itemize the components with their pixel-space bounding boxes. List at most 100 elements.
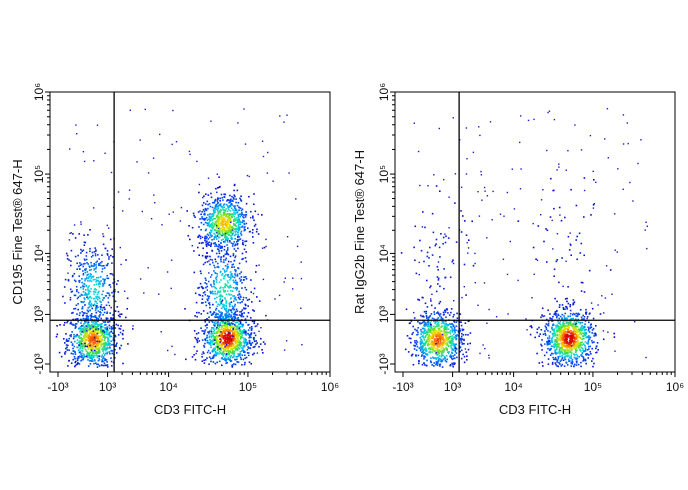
event-dot [99,281,101,283]
event-dot [253,322,255,325]
event-dot [428,328,430,331]
event-dot [93,263,96,266]
event-dot [121,332,124,335]
event-dot [423,316,425,318]
event-dot [230,215,233,217]
event-dot [569,337,572,340]
event-dot [261,214,263,216]
event-dot [439,315,441,317]
event-dot [429,351,431,354]
event-dot [228,215,230,218]
event-dot [95,326,97,328]
event-dot [217,256,220,258]
event-dot [227,338,230,341]
event-dot [76,262,78,265]
event-dot [191,226,194,229]
event-dot [230,301,233,303]
event-dot [214,350,217,353]
event-dot [240,310,243,313]
event-dot [112,327,115,329]
event-dot [97,298,99,301]
event-dot [120,344,123,347]
event-dot [216,361,218,364]
event-dot [424,343,427,345]
event-dot [236,321,239,323]
event-dot [446,331,448,333]
event-dot [89,332,91,334]
event-dot [555,327,557,329]
event-dot [206,295,209,297]
event-dot [230,360,233,362]
event-dot [244,337,246,340]
event-dot [227,315,229,317]
event-dot [227,320,229,323]
event-dot [225,344,228,346]
event-dot [575,315,577,317]
event-dot [439,313,442,315]
event-dot [85,350,88,353]
event-dot [564,351,567,353]
event-dot [253,352,255,355]
event-dot [89,275,91,278]
event-dot [423,310,426,313]
event-dot [92,360,94,362]
event-dot [559,353,561,355]
event-dot [555,310,558,313]
event-dot [218,351,221,353]
event-dot [462,215,464,217]
event-dot [585,308,587,311]
event-dot [410,337,412,340]
event-dot [218,176,220,178]
event-dot [451,260,454,263]
event-dot [230,341,233,343]
event-dot [566,335,568,337]
event-dot [231,264,234,266]
event-dot [217,202,220,204]
event-dot [78,314,81,317]
event-dot [106,348,109,350]
event-dot [66,321,68,324]
event-dot [231,195,233,198]
event-dot [80,353,82,355]
event-dot [218,360,221,363]
event-dot [240,344,243,347]
event-dot [219,300,222,303]
event-dot [210,225,212,228]
event-dot [83,335,85,338]
event-dot [222,316,225,318]
event-dot [243,220,245,222]
event-dot [213,229,216,231]
event-dot [224,357,227,360]
event-dot [188,225,190,227]
event-dot [421,363,424,366]
event-dot [103,267,106,269]
event-dot [223,329,226,332]
event-dot [108,334,111,336]
event-dot [207,203,209,206]
event-dot [216,339,218,341]
event-dot [572,317,574,320]
event-dot [230,338,233,341]
event-dot [418,299,421,301]
event-dot [216,305,219,308]
event-dot [214,316,216,318]
event-dot [222,217,225,220]
event-dot [110,254,112,257]
event-dot [111,352,114,355]
event-dot [85,334,88,337]
event-dot [78,357,80,359]
event-dot [460,210,462,212]
event-dot [86,327,88,330]
event-dot [463,263,466,266]
event-dot [250,329,253,331]
event-dot [575,347,577,350]
event-dot [590,323,592,325]
event-dot [545,323,548,325]
event-dot [563,326,565,328]
event-dot [112,282,114,284]
event-dot [433,347,436,349]
event-dot [234,269,236,271]
event-dot [92,339,94,342]
event-dot [569,344,572,346]
event-dot [219,322,221,324]
